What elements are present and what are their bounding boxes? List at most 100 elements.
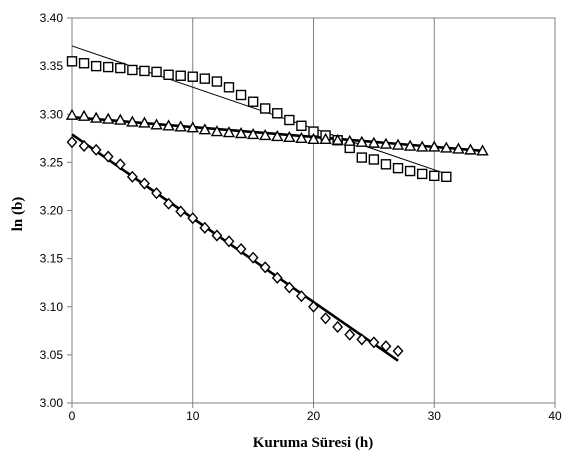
triangle-marker — [403, 139, 417, 151]
x-tick-label: 0 — [69, 409, 76, 423]
square-marker — [284, 114, 295, 126]
diamond-marker — [295, 290, 307, 303]
trendline-layer — [71, 45, 483, 362]
grid-layer — [192, 18, 435, 403]
triangle-marker — [428, 140, 441, 152]
diamond-marker — [223, 235, 235, 248]
square-marker — [416, 168, 428, 180]
square-marker — [235, 89, 247, 101]
diamond-marker — [247, 251, 259, 264]
square-marker — [392, 162, 404, 174]
triangle-marker — [391, 138, 405, 150]
triangle-marker — [307, 132, 320, 144]
label-layer: 0 10 20 30 40 3.00 3.05 3.10 3.15 3.20 3.25 3.30 3.3… — [40, 11, 562, 423]
y-tick-label: 3.15 — [40, 252, 64, 266]
triangle-marker — [331, 133, 344, 145]
triangle-marker — [234, 127, 248, 139]
square-marker — [429, 170, 440, 182]
triangle-marker — [186, 121, 199, 133]
triangle-marker — [343, 134, 356, 146]
triangle-marker — [259, 128, 272, 141]
square-marker — [187, 71, 198, 82]
x-tick-label: 30 — [428, 409, 442, 423]
triangle-marker — [138, 116, 151, 128]
triangle-marker — [271, 129, 284, 142]
square-marker — [151, 66, 162, 78]
square-marker — [380, 159, 392, 170]
diamond-marker — [211, 229, 223, 242]
triangle-marker — [440, 141, 453, 153]
y-axis-title: ln (b) — [10, 197, 26, 232]
diamond-marker — [392, 344, 404, 358]
triangle-marker — [452, 142, 465, 154]
triangle-marker — [476, 144, 489, 156]
triangle-marker — [102, 112, 115, 124]
triangle-marker — [222, 126, 236, 138]
triangle-marker — [464, 143, 477, 155]
square-marker — [139, 65, 150, 77]
square-marker — [115, 62, 126, 74]
triangle-marker — [162, 119, 175, 131]
triangle-marker — [415, 140, 429, 152]
triangle-marker — [198, 123, 212, 135]
y-tick-label: 3.35 — [40, 59, 64, 73]
triangle-marker — [89, 111, 103, 123]
triangle-marker — [210, 125, 224, 137]
triangle-marker — [246, 128, 260, 140]
square-marker — [175, 70, 186, 81]
y-tick-label: 3.40 — [40, 11, 64, 25]
triangle-marker — [65, 108, 79, 120]
square-marker — [163, 69, 174, 80]
square-marker — [66, 56, 78, 67]
y-tick-label: 3.30 — [40, 107, 64, 121]
diamond-marker — [139, 177, 150, 190]
triangle-marker — [355, 135, 368, 147]
triangle-marker — [295, 131, 308, 144]
diamond-marker — [90, 143, 102, 156]
x-tick-label: 40 — [548, 409, 562, 423]
marker-layer — [65, 56, 489, 358]
diamond-marker — [308, 300, 319, 313]
diamond-marker — [344, 328, 356, 341]
triangle-marker — [114, 113, 127, 125]
diamond-marker — [380, 340, 392, 353]
square-marker — [90, 60, 102, 72]
square-marker — [260, 103, 271, 114]
diamond-marker — [175, 205, 187, 218]
diamond-marker — [151, 187, 162, 200]
y-tick-label: 3.00 — [40, 396, 64, 410]
square-marker — [247, 96, 259, 107]
square-marker — [404, 165, 416, 177]
triangle-marker — [174, 120, 187, 132]
diamond-marker — [259, 261, 271, 274]
y-tick-label: 3.05 — [40, 348, 64, 362]
triangle-marker — [150, 118, 163, 130]
y-tick-label: 3.10 — [40, 300, 64, 314]
triangle-marker — [77, 109, 91, 121]
x-tick-label: 10 — [186, 409, 200, 423]
y-tick-label: 3.20 — [40, 204, 64, 218]
square-marker — [211, 76, 223, 87]
diamond-marker — [126, 170, 138, 183]
diamond-marker — [187, 212, 199, 225]
diamond-marker — [283, 281, 295, 294]
triangle-marker — [367, 136, 381, 148]
triangle-marker — [319, 132, 332, 144]
square-marker — [368, 154, 380, 165]
square-marker — [127, 64, 138, 76]
triangle-marker — [283, 130, 296, 143]
square-marker — [223, 82, 235, 93]
diamond-marker — [356, 333, 368, 346]
square-marker — [103, 61, 114, 73]
square-marker — [199, 73, 211, 84]
diamond-marker — [235, 242, 247, 256]
square-marker — [296, 120, 307, 132]
diamond-marker — [114, 158, 126, 171]
square-marker — [356, 152, 367, 163]
triangle-marker — [379, 137, 393, 149]
square-marker — [272, 108, 283, 119]
y-tick-label: 3.25 — [40, 155, 64, 169]
x-axis-title: Kuruma Süresi (h) — [253, 435, 374, 451]
